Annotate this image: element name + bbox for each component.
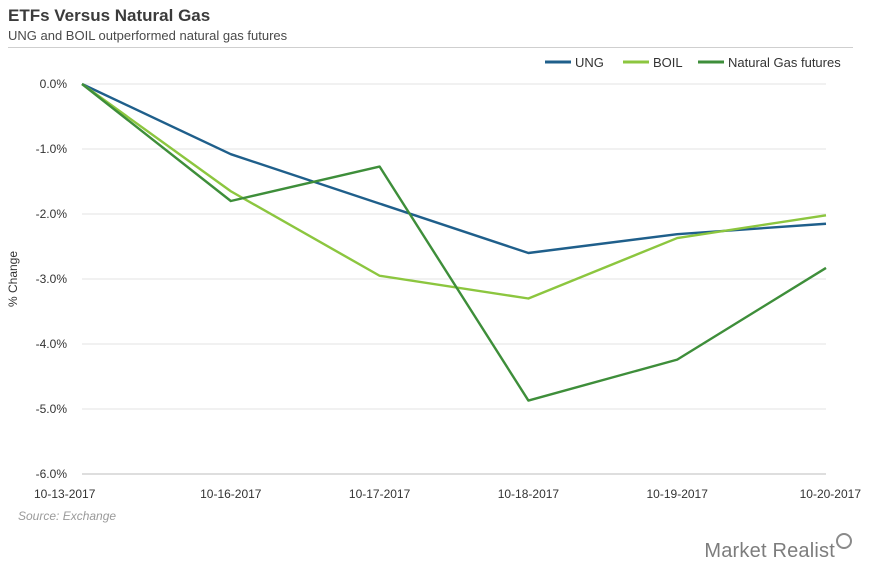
x-tick-label: 10-19-2017 — [647, 487, 709, 501]
source-note: Source: Exchange — [18, 509, 117, 523]
y-tick-label: -5.0% — [36, 402, 68, 416]
title-divider — [8, 47, 853, 48]
x-tick-label: 10-16-2017 — [200, 487, 262, 501]
x-tick-label: 10-17-2017 — [349, 487, 411, 501]
y-tick-label: 0.0% — [40, 77, 68, 91]
series-line-ung — [81, 82, 827, 255]
series-line-boil — [81, 83, 827, 300]
y-tick-label: -3.0% — [36, 272, 68, 286]
y-axis-tick-labels: 0.0% -1.0% -2.0% -3.0% -4.0% -5.0% -6.0% — [36, 77, 68, 481]
brand-name: Market Realist — [704, 540, 835, 562]
y-tick-label: -6.0% — [36, 467, 68, 481]
series-line-natural-gas-futures — [81, 83, 827, 402]
legend-label: UNG — [575, 55, 604, 70]
x-tick-label: 10-20-2017 — [800, 487, 862, 501]
legend-label: Natural Gas futures — [728, 55, 841, 70]
y-tick-label: -1.0% — [36, 142, 68, 156]
chart-subtitle: UNG and BOIL outperformed natural gas fu… — [8, 28, 288, 43]
y-axis-label: % Change — [6, 251, 20, 307]
x-tick-label: 10-13-2017 — [34, 487, 96, 501]
series-lines — [81, 82, 827, 402]
brand-logo: Market Realist — [704, 533, 852, 563]
legend-item: BOIL — [623, 55, 683, 70]
chart-title: ETFs Versus Natural Gas — [8, 6, 211, 25]
legend-label: BOIL — [653, 55, 683, 70]
legend-item: Natural Gas futures — [698, 55, 841, 70]
legend: UNG BOIL Natural Gas futures — [545, 55, 841, 70]
legend-item: UNG — [545, 55, 604, 70]
gridlines — [82, 83, 826, 475]
magnifier-icon — [836, 533, 852, 549]
y-tick-label: -4.0% — [36, 337, 68, 351]
x-axis-tick-labels: 10-13-2017 10-16-2017 10-17-2017 10-18-2017… — [34, 487, 861, 501]
y-tick-label: -2.0% — [36, 207, 68, 221]
x-tick-label: 10-18-2017 — [498, 487, 560, 501]
